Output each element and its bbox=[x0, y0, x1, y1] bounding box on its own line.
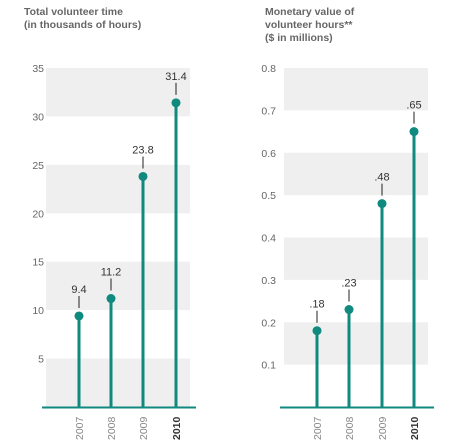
data-point bbox=[171, 98, 181, 108]
data-point bbox=[377, 199, 387, 209]
grid-band bbox=[46, 358, 190, 407]
data-point bbox=[409, 127, 419, 137]
x-tick-label: 2007 bbox=[74, 416, 86, 440]
grid-band bbox=[46, 261, 190, 311]
y-tick-label: 20 bbox=[32, 208, 44, 220]
y-tick-label: 0.8 bbox=[261, 63, 276, 75]
y-tick-label: 5 bbox=[38, 354, 44, 366]
grid-band bbox=[284, 237, 428, 280]
grid-band bbox=[284, 322, 428, 365]
data-label: 11.2 bbox=[101, 267, 122, 279]
x-tick-label: 2009 bbox=[377, 416, 389, 440]
x-tick-label: 2008 bbox=[344, 416, 356, 440]
x-tick-label: 2008 bbox=[106, 416, 118, 440]
grid-band bbox=[46, 68, 190, 117]
data-label: 23.8 bbox=[132, 144, 153, 156]
grid-band bbox=[46, 164, 190, 214]
data-label: 31.4 bbox=[165, 71, 186, 83]
grid-band bbox=[284, 152, 428, 196]
data-label: .18 bbox=[309, 299, 324, 311]
y-tick-label: 0.5 bbox=[261, 190, 276, 202]
data-label: .65 bbox=[406, 100, 421, 112]
data-point bbox=[74, 311, 84, 321]
chart-title-volunteer-time: Total volunteer time (in thousands of ho… bbox=[24, 6, 142, 31]
y-tick-label: 0.6 bbox=[261, 148, 276, 160]
y-tick-label: 30 bbox=[32, 111, 44, 123]
y-tick-label: 0.1 bbox=[261, 360, 276, 372]
x-tick-label: 2009 bbox=[138, 416, 150, 440]
y-tick-label: 0.7 bbox=[261, 105, 276, 117]
y-tick-label: 0.4 bbox=[261, 233, 276, 245]
y-tick-label: 35 bbox=[32, 63, 44, 75]
data-label: 9.4 bbox=[71, 284, 86, 296]
data-point bbox=[138, 171, 148, 181]
y-tick-label: 15 bbox=[32, 257, 44, 269]
x-tick-label: 2010 bbox=[409, 416, 421, 440]
data-label: .48 bbox=[374, 172, 389, 184]
x-tick-label: 2007 bbox=[312, 416, 324, 440]
grid-band bbox=[284, 68, 428, 111]
y-tick-label: 10 bbox=[32, 305, 44, 317]
y-tick-label: 0.3 bbox=[261, 275, 276, 287]
data-label: .23 bbox=[341, 278, 356, 290]
x-tick-label: 2010 bbox=[171, 416, 183, 440]
y-tick-label: 25 bbox=[32, 160, 44, 172]
chart-title-monetary-value: Monetary value of volunteer hours** ($ i… bbox=[265, 6, 355, 44]
data-point bbox=[312, 326, 322, 336]
data-point bbox=[106, 294, 116, 304]
y-tick-label: 0.2 bbox=[261, 317, 276, 329]
data-point bbox=[344, 305, 354, 315]
